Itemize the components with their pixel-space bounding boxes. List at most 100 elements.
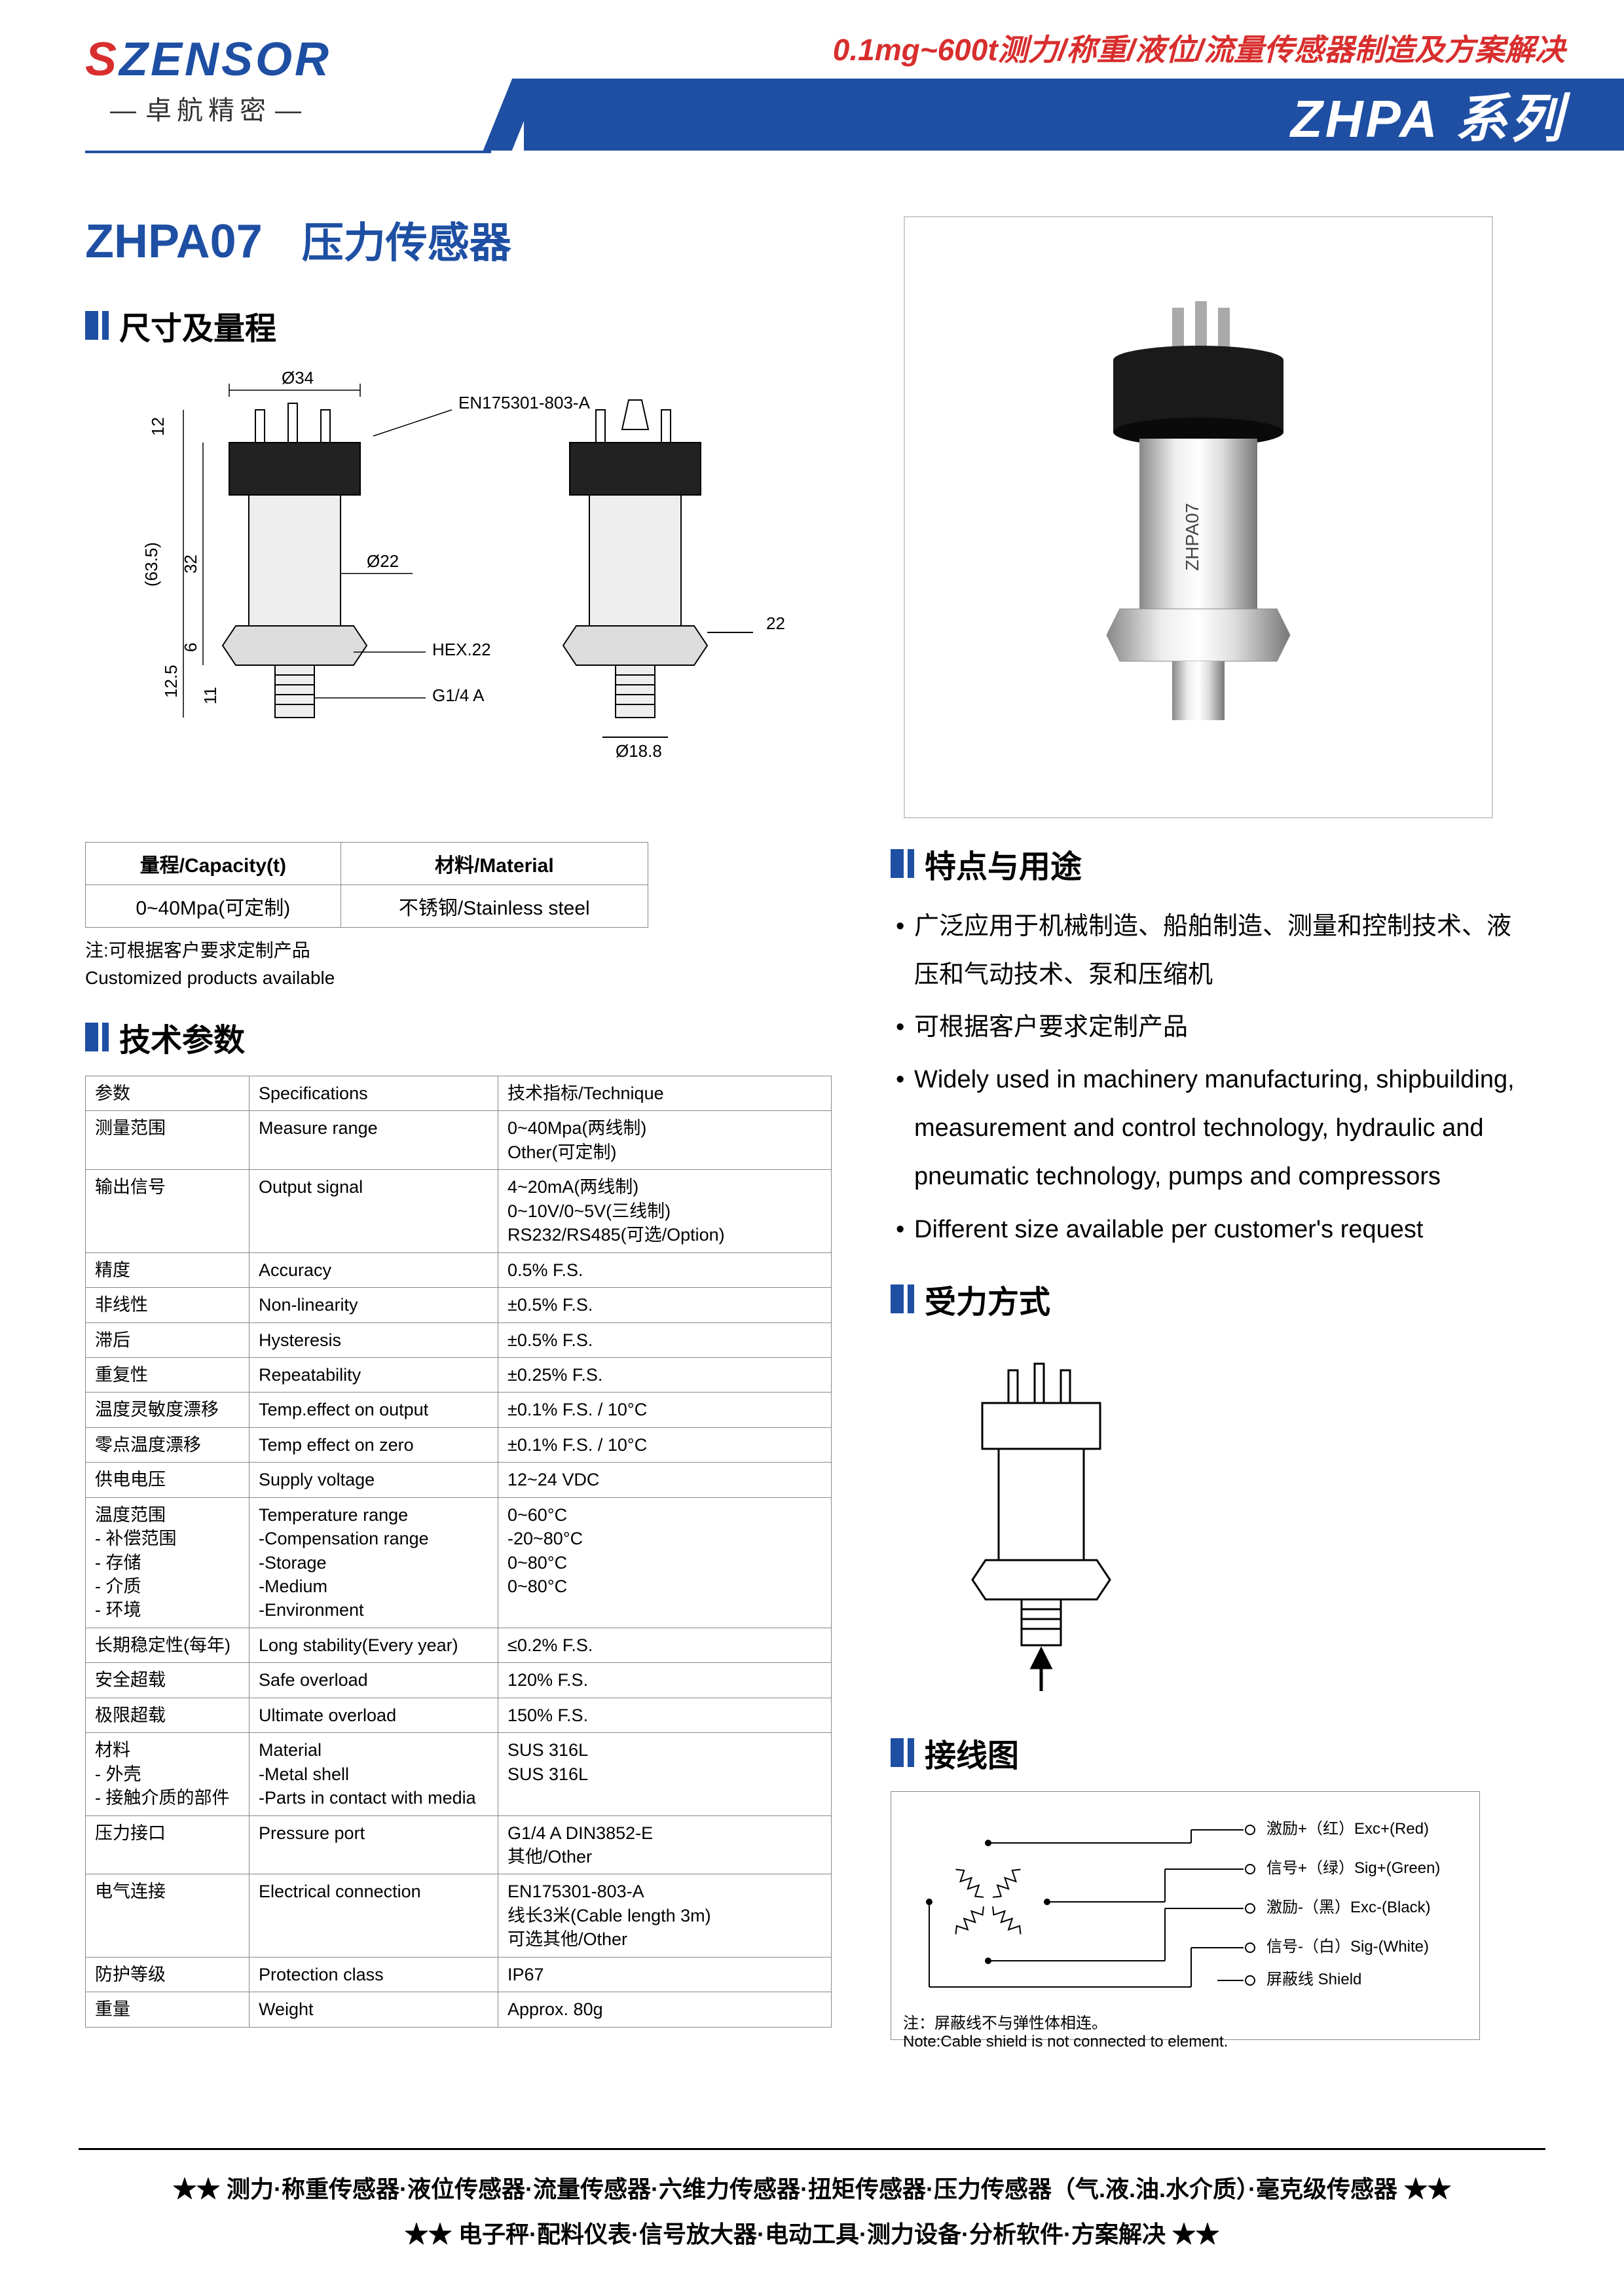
svg-text:G1/4 A: G1/4 A (432, 685, 485, 705)
spec-cell: Temp effect on zero (249, 1427, 498, 1462)
footer-line2: ★★ 电子秤·配料仪表·信号放大器·电动工具·测力设备·分析软件·方案解决 ★★ (0, 2212, 1624, 2257)
spec-cell: Approx. 80g (498, 1992, 832, 2027)
sensor-render-svg: ZHPA07 (1067, 288, 1329, 746)
svg-text:(63.5): (63.5) (141, 542, 161, 587)
svg-text:HEX.22: HEX.22 (432, 640, 491, 659)
svg-text:22: 22 (766, 613, 785, 633)
spec-cell: 电气连接 (86, 1874, 249, 1957)
spec-cell: 防护等级 (86, 1957, 249, 1992)
svg-text:屏蔽线 Shield: 屏蔽线 Shield (1266, 1971, 1361, 1988)
spec-cell: Protection class (249, 1957, 498, 1992)
spec-cell: 技术指标/Technique (498, 1076, 832, 1111)
dim-td2: 不锈钢/Stainless steel (341, 885, 648, 928)
spec-cell: 极限超载 (86, 1698, 249, 1732)
wiring-svg: 激励+（红）Exc+(Red) 信号+（绿）Sig+(Green) 激励-（黑）… (903, 1804, 1466, 2000)
spec-cell: ±0.5% F.S. (498, 1288, 832, 1322)
spec-cell: IP67 (498, 1957, 832, 1992)
spec-cell: Ultimate overload (249, 1698, 498, 1732)
spec-cell: 150% F.S. (498, 1698, 832, 1732)
product-code: ZHPA07 (85, 215, 263, 268)
spec-cell: 重复性 (86, 1357, 249, 1392)
section-title: 特点与用途 (925, 841, 1082, 886)
product-name: 压力传感器 (302, 210, 511, 270)
spec-cell: Accuracy (249, 1252, 498, 1287)
logo: SZENSOR 卓航精密 (85, 33, 331, 127)
content: ZHPA07 压力传感器 尺寸及量程 (85, 210, 1565, 2040)
spec-table: 参数Specifications技术指标/Technique 测量范围Measur… (85, 1076, 832, 2028)
spec-cell: 长期稳定性(每年) (86, 1628, 249, 1662)
spec-cell: ±0.5% F.S. (498, 1322, 832, 1357)
feature-item: 广泛应用于机械制造、船舶制造、测量和控制技术、液压和气动技术、泵和压缩机 (896, 902, 1532, 999)
dimension-drawing: Ø34 EN175301-803-A 12 (63.5) 32 6 12.5 1… (85, 364, 832, 835)
spec-cell: Measure range (249, 1111, 498, 1170)
spec-cell: 非线性 (86, 1288, 249, 1322)
spec-cell: 参数 (86, 1076, 249, 1111)
wiring-diagram: 激励+（红）Exc+(Red) 信号+（绿）Sig+(Green) 激励-（黑）… (891, 1791, 1480, 2040)
spec-cell: Hysteresis (249, 1322, 498, 1357)
svg-text:激励+（红）Exc+(Red): 激励+（红）Exc+(Red) (1266, 1820, 1429, 1838)
feature-list: 广泛应用于机械制造、船舶制造、测量和控制技术、液压和气动技术、泵和压缩机可根据客… (891, 902, 1532, 1254)
spec-cell: Temperature range -Compensation range -S… (249, 1497, 498, 1628)
tagline: 0.1mg~600t测力/称重/液位/流量传感器制造及方案解决 (833, 26, 1565, 69)
spec-cell: 重量 (86, 1992, 249, 2027)
svg-text:6: 6 (181, 643, 200, 652)
svg-text:ZHPA07: ZHPA07 (1182, 503, 1202, 571)
right-column: ZHPA07 特点与用途 广泛应用于机械制造、船舶制造、测量和控制技术、液压和气… (891, 210, 1532, 2040)
section-features: 特点与用途 (891, 841, 1532, 886)
section-title: 技术参数 (119, 1014, 245, 1060)
section-specs: 技术参数 (85, 1014, 832, 1060)
spec-cell: G1/4 A DIN3852-E 其他/Other (498, 1815, 832, 1874)
spec-cell: 压力接口 (86, 1815, 249, 1874)
spec-cell: 0.5% F.S. (498, 1252, 832, 1287)
spec-cell: Specifications (249, 1076, 498, 1111)
spec-cell: 测量范围 (86, 1111, 249, 1170)
spec-cell: 温度范围 - 补偿范围 - 存储 - 介质 - 环境 (86, 1497, 249, 1628)
spec-cell: Long stability(Every year) (249, 1628, 498, 1662)
spec-cell: Repeatability (249, 1357, 498, 1392)
spec-cell: Electrical connection (249, 1874, 498, 1957)
svg-text:信号+（绿）Sig+(Green): 信号+（绿）Sig+(Green) (1266, 1859, 1440, 1877)
dim-th2: 材料/Material (341, 843, 648, 885)
spec-cell: ±0.1% F.S. / 10°C (498, 1427, 832, 1462)
dim-td1: 0~40Mpa(可定制) (86, 885, 341, 928)
spec-cell: 120% F.S. (498, 1663, 832, 1698)
svg-text:32: 32 (181, 555, 200, 574)
dimension-table: 量程/Capacity(t) 材料/Material 0~40Mpa(可定制) … (85, 842, 648, 928)
spec-cell: ±0.1% F.S. / 10°C (498, 1393, 832, 1427)
logo-rest: ZENSOR (119, 33, 331, 86)
dimension-note: 注:可根据客户要求定制产品 Customized products availa… (85, 937, 832, 992)
spec-cell: 滞后 (86, 1322, 249, 1357)
spec-cell: 材料 - 外壳 - 接触介质的部件 (86, 1733, 249, 1815)
section-wiring: 接线图 (891, 1730, 1532, 1776)
section-title: 接线图 (925, 1730, 1019, 1776)
spec-cell: ±0.25% F.S. (498, 1357, 832, 1392)
feature-item: Different size available per customer's … (896, 1205, 1532, 1254)
spec-cell: 温度灵敏度漂移 (86, 1393, 249, 1427)
section-force: 受力方式 (891, 1276, 1532, 1322)
header-underline (85, 151, 491, 153)
spec-cell: 安全超载 (86, 1663, 249, 1698)
wiring-note: 注：屏蔽线不与弹性体相连。 Note:Cable shield is not c… (903, 2010, 1467, 2051)
feature-item: Widely used in machinery manufacturing, … (896, 1055, 1532, 1201)
section-title: 受力方式 (925, 1276, 1050, 1322)
spec-cell: 精度 (86, 1252, 249, 1287)
spec-cell: Pressure port (249, 1815, 498, 1874)
footer-line1: ★★ 测力·称重传感器·液位传感器·流量传感器·六维力传感器·扭矩传感器·压力传… (0, 2167, 1624, 2212)
svg-text:信号-（白）Sig-(White): 信号-（白）Sig-(White) (1266, 1938, 1429, 1956)
spec-cell: Non-linearity (249, 1288, 498, 1322)
spec-cell: 4~20mA(两线制) 0~10V/0~5V(三线制) RS232/RS485(… (498, 1170, 832, 1252)
spec-cell: 供电电压 (86, 1463, 249, 1497)
svg-text:12: 12 (148, 417, 168, 436)
svg-text:12.5: 12.5 (161, 665, 181, 698)
spec-cell: Material -Metal shell -Parts in contact … (249, 1733, 498, 1815)
logo-text: SZENSOR (85, 33, 331, 86)
footer: ★★ 测力·称重传感器·液位传感器·流量传感器·六维力传感器·扭矩传感器·压力传… (0, 2148, 1624, 2257)
spec-cell: 0~60°C -20~80°C 0~80°C 0~80°C (498, 1497, 832, 1628)
section-dimensions: 尺寸及量程 (85, 302, 832, 348)
spec-cell: Output signal (249, 1170, 498, 1252)
svg-text:EN175301-803-A: EN175301-803-A (458, 393, 591, 412)
svg-text:Ø18.8: Ø18.8 (616, 741, 662, 761)
header: SZENSOR 卓航精密 0.1mg~600t测力/称重/液位/流量传感器制造及… (0, 0, 1624, 183)
section-title: 尺寸及量程 (119, 302, 276, 348)
spec-cell: SUS 316L SUS 316L (498, 1733, 832, 1815)
